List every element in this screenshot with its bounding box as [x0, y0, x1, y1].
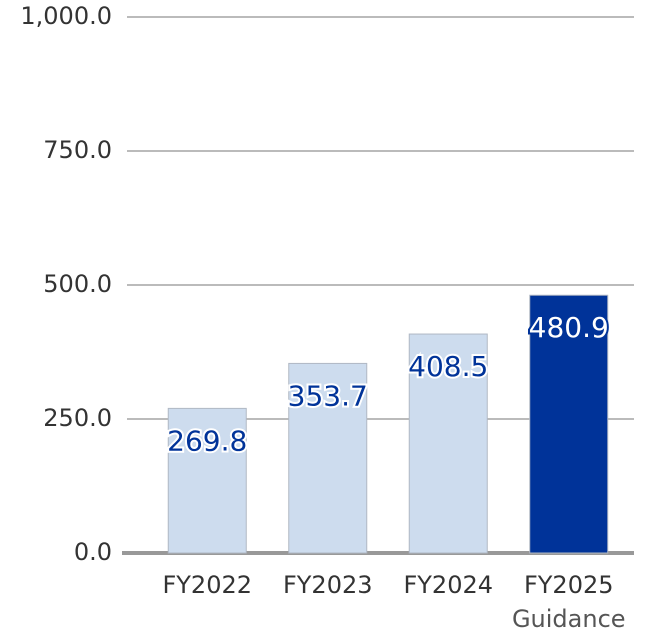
x-tick-label: FY2022 — [162, 571, 252, 599]
value-label: 353.7 — [288, 379, 368, 412]
value-label: 269.8 — [167, 424, 247, 457]
y-tick-label: 750.0 — [43, 136, 112, 164]
value-label: 408.5 — [408, 350, 488, 383]
y-tick-label: 500.0 — [43, 270, 112, 298]
y-tick-label: 1,000.0 — [20, 2, 112, 30]
x-tick-sublabel: Guidance — [512, 605, 626, 633]
y-tick-label: 250.0 — [43, 404, 112, 432]
bar — [529, 294, 609, 554]
value-label: 480.9 — [529, 311, 609, 344]
x-tick-label: FY2024 — [403, 571, 493, 599]
y-tick-label: 0.0 — [74, 538, 112, 566]
x-tick-label: FY2025 — [524, 571, 614, 599]
bar — [167, 407, 247, 554]
bar — [288, 362, 368, 554]
bar — [408, 333, 488, 554]
x-tick-label: FY2023 — [283, 571, 373, 599]
